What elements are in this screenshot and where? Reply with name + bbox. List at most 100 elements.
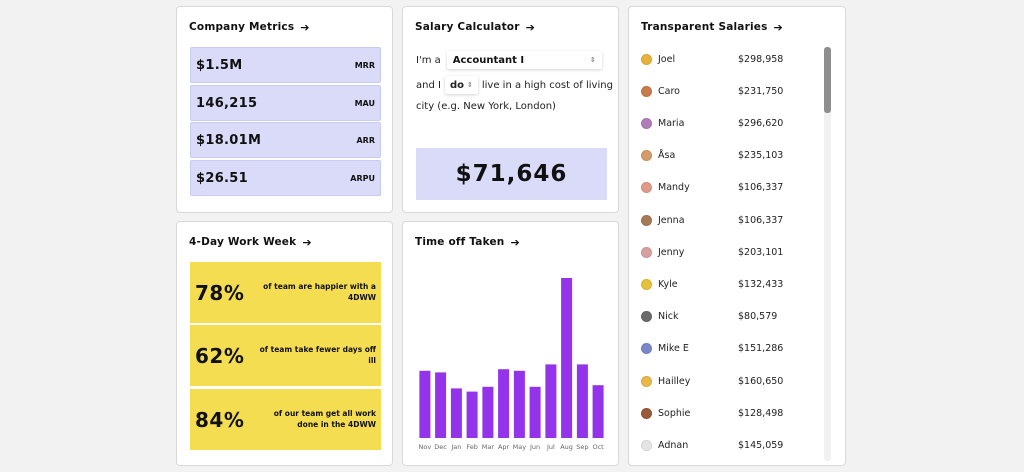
role-select-value: Accountant I [452,54,525,66]
arrow-right-icon: ➔ [510,235,520,249]
salary-list-item[interactable]: Maria $296,620 [641,113,821,133]
do-select[interactable]: do ⇕ [444,76,478,94]
arrow-right-icon: ➔ [300,20,310,34]
salary-list-item[interactable]: Caro $231,750 [641,81,821,101]
avatar [641,150,652,162]
salary-list-item[interactable]: Kyle $132,433 [641,274,821,294]
salary-list-item[interactable]: Adnan $145,059 [641,435,821,455]
person-name: Jenna [658,214,685,226]
salary-list-item[interactable]: Nick $80,579 [641,307,821,327]
select-arrows-icon: ⇕ [466,81,473,89]
bar-nov[interactable] [419,370,431,438]
bar-jan[interactable] [450,388,462,438]
person-salary: $106,337 [738,214,784,226]
company-metrics-title[interactable]: Company Metrics ➔ [189,21,310,33]
x-tick-label: May [513,443,527,451]
salary-result: $71,646 [455,161,568,187]
metric-arr: $18.01M ARR [190,122,381,158]
x-tick-label: Jul [546,443,555,451]
calc-prefix: and I [416,79,441,91]
bar-dec[interactable] [435,372,447,438]
metric-value: $18.01M [196,132,262,148]
person-salary: $296,620 [738,117,784,129]
four-day-week-title[interactable]: 4-Day Work Week ➔ [189,236,312,248]
scrollbar-thumb[interactable] [824,47,831,113]
person-name: Caro [658,85,680,97]
avatar [641,311,652,323]
person-salary: $145,059 [738,439,784,451]
salary-list-item[interactable]: Mike E $151,286 [641,339,821,359]
bar-apr[interactable] [498,369,510,438]
metric-mau: 146,215 MAU [190,85,381,121]
salary-calculator-title-text: Salary Calculator [415,21,520,33]
person-salary: $298,958 [738,53,784,65]
metric-label: ARPU [350,173,375,183]
calc-city-line: city (e.g. New York, London) [416,101,556,112]
four-day-week-card: 4-Day Work Week ➔ 78% of team are happie… [176,221,393,466]
company-metrics-title-text: Company Metrics [189,21,295,33]
avatar [641,375,652,387]
calc-city-text: city (e.g. New York, London) [416,101,556,112]
x-tick-label: Mar [482,443,495,451]
salary-list-item[interactable]: Jenny $203,101 [641,242,821,262]
avatar [641,439,652,451]
calc-role-line: I'm a Accountant I ⇕ [416,51,602,69]
time-off-bar-chart: Nov Dec Jan Feb Mar Apr May Jun Jul Aug Sep Oct [419,278,604,451]
avatar [641,53,652,65]
person-salary: $128,498 [738,407,784,419]
avatar [641,85,652,97]
metric-mrr: $1.5M MRR [190,47,381,83]
salary-list-item[interactable]: Joel $298,958 [641,49,821,69]
role-select[interactable]: Accountant I ⇕ [446,51,602,69]
person-name: Hailley [658,375,691,387]
bar-feb[interactable] [466,391,478,438]
time-off-title[interactable]: Time off Taken ➔ [415,236,520,248]
x-tick-label: Jan [450,443,461,451]
bar-mar[interactable] [482,386,494,438]
arrow-right-icon: ➔ [525,20,536,34]
metric-label: ARR [356,135,375,145]
bar-jun[interactable] [529,386,541,438]
metric-value: 146,215 [196,95,258,111]
x-tick-label: Dec [434,443,447,451]
x-tick-label: Apr [498,443,510,451]
fdww-stat: 62% of team take fewer days off ill [190,325,381,386]
bar-sep[interactable] [576,364,588,438]
person-salary: $151,286 [738,343,784,355]
time-off-card: Time off Taken ➔ Nov Dec Jan Feb Mar Apr May Ju… [402,221,619,466]
bar-oct[interactable] [592,385,604,438]
x-tick-label: Nov [419,443,432,451]
person-salary: $235,103 [738,150,784,162]
bar-aug[interactable] [561,278,573,438]
salary-list-item[interactable]: Jenna $106,337 [641,210,821,230]
fdww-percent: 84% [195,407,245,432]
salary-list-item[interactable]: Hailley $160,650 [641,371,821,391]
select-arrows-icon: ⇕ [589,56,596,64]
x-tick-label: Feb [466,443,478,451]
salary-list-item[interactable]: Sophie $128,498 [641,403,821,423]
do-select-value: do [449,79,464,91]
person-salary: $160,650 [738,375,784,387]
salary-calculator-title[interactable]: Salary Calculator ➔ [415,21,535,33]
salary-list-item[interactable]: Åsa $235,103 [641,146,821,166]
fdww-description: of team take fewer days off ill [259,345,376,365]
person-salary: $231,750 [738,85,784,97]
bar-may[interactable] [513,370,525,438]
avatar [641,214,652,226]
metric-label: MRR [354,60,375,70]
salary-result-box: $71,646 [416,148,607,200]
company-metrics-card: Company Metrics ➔ $1.5M MRR 146,215 MAU … [176,6,393,213]
transparent-salaries-title[interactable]: Transparent Salaries ➔ [641,21,783,33]
person-name: Mike E [658,343,689,355]
person-name: Sophie [658,407,691,419]
arrow-right-icon: ➔ [773,20,783,34]
fdww-description: of team are happier with a 4DWW [263,282,376,302]
scrollbar-track[interactable] [824,47,831,461]
salary-list-item[interactable]: Mandy $106,337 [641,178,821,198]
metric-label: MAU [354,98,375,108]
bar-jul[interactable] [545,364,557,438]
person-name: Maria [658,117,685,129]
transparent-salaries-card: Transparent Salaries ➔ Joel $298,958 Caro $… [628,6,846,466]
x-tick-label: Aug [560,443,573,451]
avatar [641,182,652,194]
